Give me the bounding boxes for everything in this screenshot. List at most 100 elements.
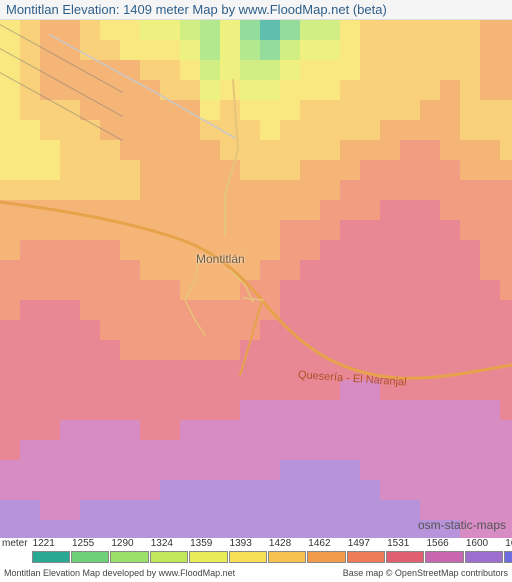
elevation-cell — [40, 220, 60, 240]
elevation-cell — [480, 60, 500, 80]
elevation-cell — [300, 200, 320, 220]
elevation-cell — [20, 180, 40, 200]
elevation-cell — [160, 100, 180, 120]
elevation-cell — [360, 20, 380, 40]
elevation-cell — [180, 260, 200, 280]
elevation-cell — [360, 260, 380, 280]
elevation-cell — [120, 120, 140, 140]
elevation-cell — [280, 180, 300, 200]
elevation-cell — [140, 100, 160, 120]
elevation-cell — [180, 420, 200, 440]
elevation-cell — [360, 320, 380, 340]
elevation-cell — [0, 360, 20, 380]
elevation-cell — [300, 20, 320, 40]
elevation-cell — [320, 280, 340, 300]
elevation-cell — [220, 500, 240, 520]
elevation-cell — [500, 220, 512, 240]
elevation-cell — [360, 500, 380, 520]
elevation-cell — [160, 340, 180, 360]
elevation-cell — [420, 480, 440, 500]
elevation-cell — [320, 220, 340, 240]
elevation-cell — [460, 20, 480, 40]
elevation-cell — [300, 180, 320, 200]
elevation-cell — [140, 280, 160, 300]
elevation-cell — [300, 300, 320, 320]
elevation-cell — [80, 20, 100, 40]
elevation-cell — [360, 400, 380, 420]
elevation-cell — [440, 100, 460, 120]
elevation-cell — [300, 280, 320, 300]
elevation-cell — [0, 340, 20, 360]
elevation-cell — [80, 380, 100, 400]
elevation-cell — [240, 120, 260, 140]
elevation-cell — [400, 300, 420, 320]
elevation-cell — [260, 460, 280, 480]
elevation-cell — [120, 40, 140, 60]
elevation-cell — [260, 220, 280, 240]
legend-value: 1497 — [347, 538, 386, 549]
elevation-cell — [140, 520, 160, 538]
elevation-cell — [60, 400, 80, 420]
elevation-cell — [20, 240, 40, 260]
elevation-cell — [260, 300, 280, 320]
elevation-cell — [500, 480, 512, 500]
elevation-cell — [480, 400, 500, 420]
elevation-cell — [480, 140, 500, 160]
elevation-cell — [420, 80, 440, 100]
elevation-cell — [280, 160, 300, 180]
elevation-cell — [120, 140, 140, 160]
elevation-cell — [400, 180, 420, 200]
elevation-cell — [60, 360, 80, 380]
elevation-cell — [480, 320, 500, 340]
elevation-cell — [60, 260, 80, 280]
elevation-cell — [80, 480, 100, 500]
elevation-cell — [260, 420, 280, 440]
elevation-cell — [220, 460, 240, 480]
elevation-cell — [100, 500, 120, 520]
elevation-cell — [340, 180, 360, 200]
elevation-cell — [420, 460, 440, 480]
elevation-cell — [500, 380, 512, 400]
elevation-cell — [380, 380, 400, 400]
elevation-cell — [420, 260, 440, 280]
elevation-cell — [240, 40, 260, 60]
elevation-cell — [420, 420, 440, 440]
legend-swatch — [110, 551, 148, 563]
elevation-cell — [500, 360, 512, 380]
elevation-cell — [300, 80, 320, 100]
elevation-cell — [300, 340, 320, 360]
elevation-cell — [60, 440, 80, 460]
elevation-cell — [200, 20, 220, 40]
elevation-cell — [160, 260, 180, 280]
elevation-cell — [460, 280, 480, 300]
elevation-cell — [460, 120, 480, 140]
elevation-cell — [60, 420, 80, 440]
elevation-cell — [460, 200, 480, 220]
elevation-cell — [80, 440, 100, 460]
elevation-cell — [280, 20, 300, 40]
elevation-cell — [440, 340, 460, 360]
elevation-cell — [300, 140, 320, 160]
elevation-cell — [120, 180, 140, 200]
elevation-cell — [280, 240, 300, 260]
elevation-cell — [400, 140, 420, 160]
elevation-cell — [320, 340, 340, 360]
elevation-cell — [100, 200, 120, 220]
elevation-cell — [100, 400, 120, 420]
elevation-cell — [380, 160, 400, 180]
elevation-cell — [300, 100, 320, 120]
elevation-cell — [140, 320, 160, 340]
elevation-cell — [400, 160, 420, 180]
elevation-cell — [360, 520, 380, 538]
elevation-cell — [340, 20, 360, 40]
elevation-cell — [160, 160, 180, 180]
elevation-cell — [100, 240, 120, 260]
elevation-cell — [480, 420, 500, 440]
elevation-cell — [360, 180, 380, 200]
legend-swatches — [32, 549, 512, 567]
elevation-cell — [220, 100, 240, 120]
elevation-cell — [360, 460, 380, 480]
legend-swatch — [504, 551, 512, 563]
elevation-cell — [400, 460, 420, 480]
elevation-cell — [120, 380, 140, 400]
